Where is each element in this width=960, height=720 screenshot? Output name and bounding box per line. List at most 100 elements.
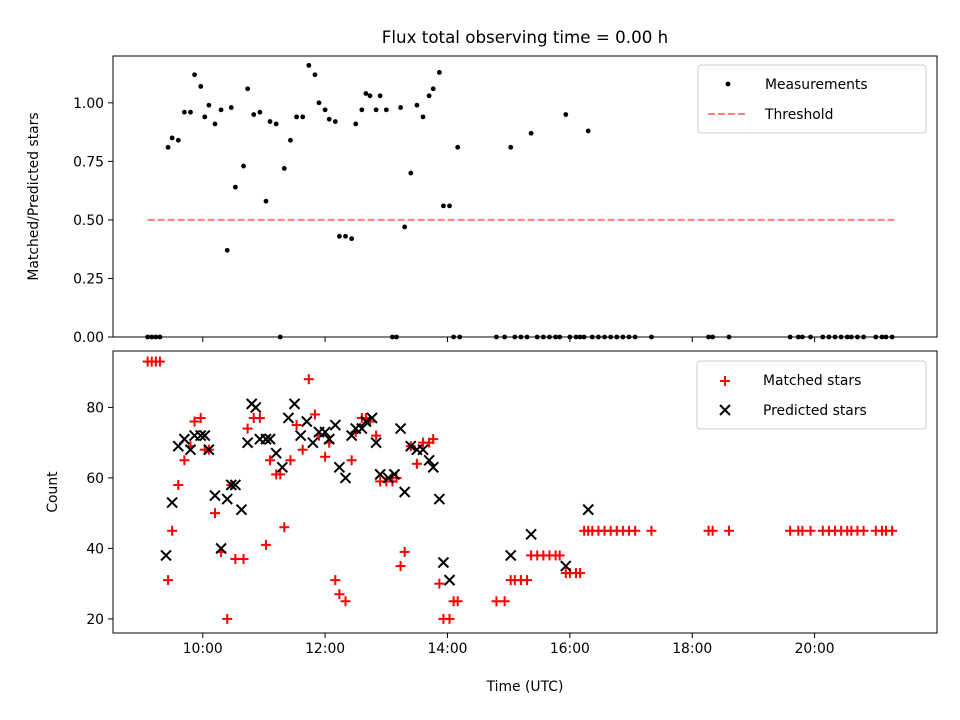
predicted-point xyxy=(229,479,242,491)
predicted-point xyxy=(307,436,319,449)
predicted-point xyxy=(194,429,207,442)
predicted-point xyxy=(356,422,368,435)
matched-point xyxy=(330,575,341,586)
measurement-point xyxy=(398,105,403,110)
measurement-point xyxy=(188,109,193,115)
ticks-ratio: 0.00 0.25 0.50 0.75 1.00 xyxy=(73,96,816,346)
measurement-point xyxy=(245,86,251,92)
matched-point xyxy=(395,561,406,572)
matched-point xyxy=(209,508,220,519)
y-tick-label: 1.00 xyxy=(73,96,104,112)
legend-label-measurements: Measurements xyxy=(765,77,868,93)
predicted-point xyxy=(374,468,386,481)
predicted-point xyxy=(525,528,537,541)
measurement-point xyxy=(241,163,246,169)
measurement-point xyxy=(192,72,197,78)
matched-point xyxy=(154,356,165,367)
measurement-point xyxy=(175,137,181,143)
predicted-point xyxy=(427,461,439,474)
predicted-point xyxy=(241,436,254,449)
matched-point xyxy=(646,525,657,536)
marks-count xyxy=(142,356,898,624)
y-axis-label-ratio: Matched/Predicted stars xyxy=(26,112,42,280)
x-axis-label: Time (UTC) xyxy=(486,679,564,695)
matched-point xyxy=(265,455,276,466)
legend-marker-measurements xyxy=(725,81,731,87)
x-tick-label: 14:00 xyxy=(427,641,467,657)
matched-point xyxy=(238,553,249,564)
measurement-point xyxy=(273,121,279,127)
predicted-point xyxy=(166,496,178,509)
y-tick-label: 40 xyxy=(86,541,104,557)
legend-label-threshold: Threshold xyxy=(764,107,833,123)
predicted-point xyxy=(323,433,335,445)
x-tick-label: 10:00 xyxy=(183,641,223,657)
predicted-point xyxy=(250,401,262,414)
measurement-point xyxy=(332,119,338,124)
matched-point xyxy=(411,458,422,469)
ticks-count: 10:00 12:00 14:00 16:00 18:00 20:00 20 40 60 80 xyxy=(86,400,834,657)
matched-point xyxy=(260,539,271,550)
matched-point xyxy=(297,444,308,455)
predicted-point xyxy=(443,574,456,586)
matched-point xyxy=(179,455,190,466)
matched-point xyxy=(575,568,586,579)
matched-point xyxy=(303,374,314,385)
measurement-point xyxy=(300,114,306,120)
chart-title: Flux total observing time = 0.00 h xyxy=(382,27,668,47)
x-tick-label: 12:00 xyxy=(305,641,345,657)
matched-point xyxy=(858,525,869,536)
predicted-point xyxy=(423,454,435,466)
predicted-point xyxy=(370,436,382,449)
predicted-point xyxy=(417,443,429,456)
measurement-point xyxy=(181,109,187,115)
y-tick-label: 0.25 xyxy=(73,271,104,287)
matched-point xyxy=(334,589,345,600)
matched-point xyxy=(887,525,898,536)
measurement-point xyxy=(316,100,322,106)
matched-point xyxy=(285,455,296,466)
y-tick-label: 0.00 xyxy=(73,330,104,346)
legend-box xyxy=(697,64,927,134)
measurement-point xyxy=(367,93,373,99)
measurement-point xyxy=(206,102,212,108)
measurement-point xyxy=(343,233,348,239)
legend-box xyxy=(696,360,927,430)
matched-point xyxy=(444,613,455,624)
matched-point xyxy=(452,596,463,607)
measurement-point xyxy=(232,184,238,190)
matched-point xyxy=(173,479,184,490)
legend-ratio: Measurements Threshold xyxy=(697,64,927,134)
predicted-point xyxy=(329,419,342,431)
predicted-point xyxy=(260,433,272,445)
measurement-point xyxy=(377,93,383,99)
matched-point xyxy=(291,420,302,431)
measurement-point xyxy=(224,247,230,253)
matched-point xyxy=(320,451,331,462)
matched-point xyxy=(346,455,357,466)
matched-point xyxy=(391,472,402,483)
predicted-point xyxy=(282,412,295,424)
predicted-point xyxy=(560,560,572,572)
measurement-point xyxy=(420,114,426,120)
predicted-point xyxy=(184,443,197,456)
measurement-point xyxy=(294,114,299,120)
panel-count: 10:00 12:00 14:00 16:00 18:00 20:00 20 40 60 80 C… xyxy=(45,350,938,695)
measurement-point xyxy=(436,69,442,75)
predicted-point xyxy=(319,426,331,438)
predicted-point xyxy=(333,461,346,474)
legend-label-matched: Matched stars xyxy=(763,373,861,389)
predicted-point xyxy=(209,489,221,502)
legend-count: Matched stars Predicted stars xyxy=(696,360,927,430)
measurement-point xyxy=(383,107,389,113)
predicted-point xyxy=(215,542,227,555)
measurement-point xyxy=(218,107,224,113)
measurement-point xyxy=(563,112,569,117)
predicted-point xyxy=(276,461,288,474)
predicted-point xyxy=(221,493,233,505)
predicted-point xyxy=(178,433,191,445)
predicted-point xyxy=(398,486,411,498)
measurement-point xyxy=(359,107,365,113)
matched-point xyxy=(554,550,565,561)
